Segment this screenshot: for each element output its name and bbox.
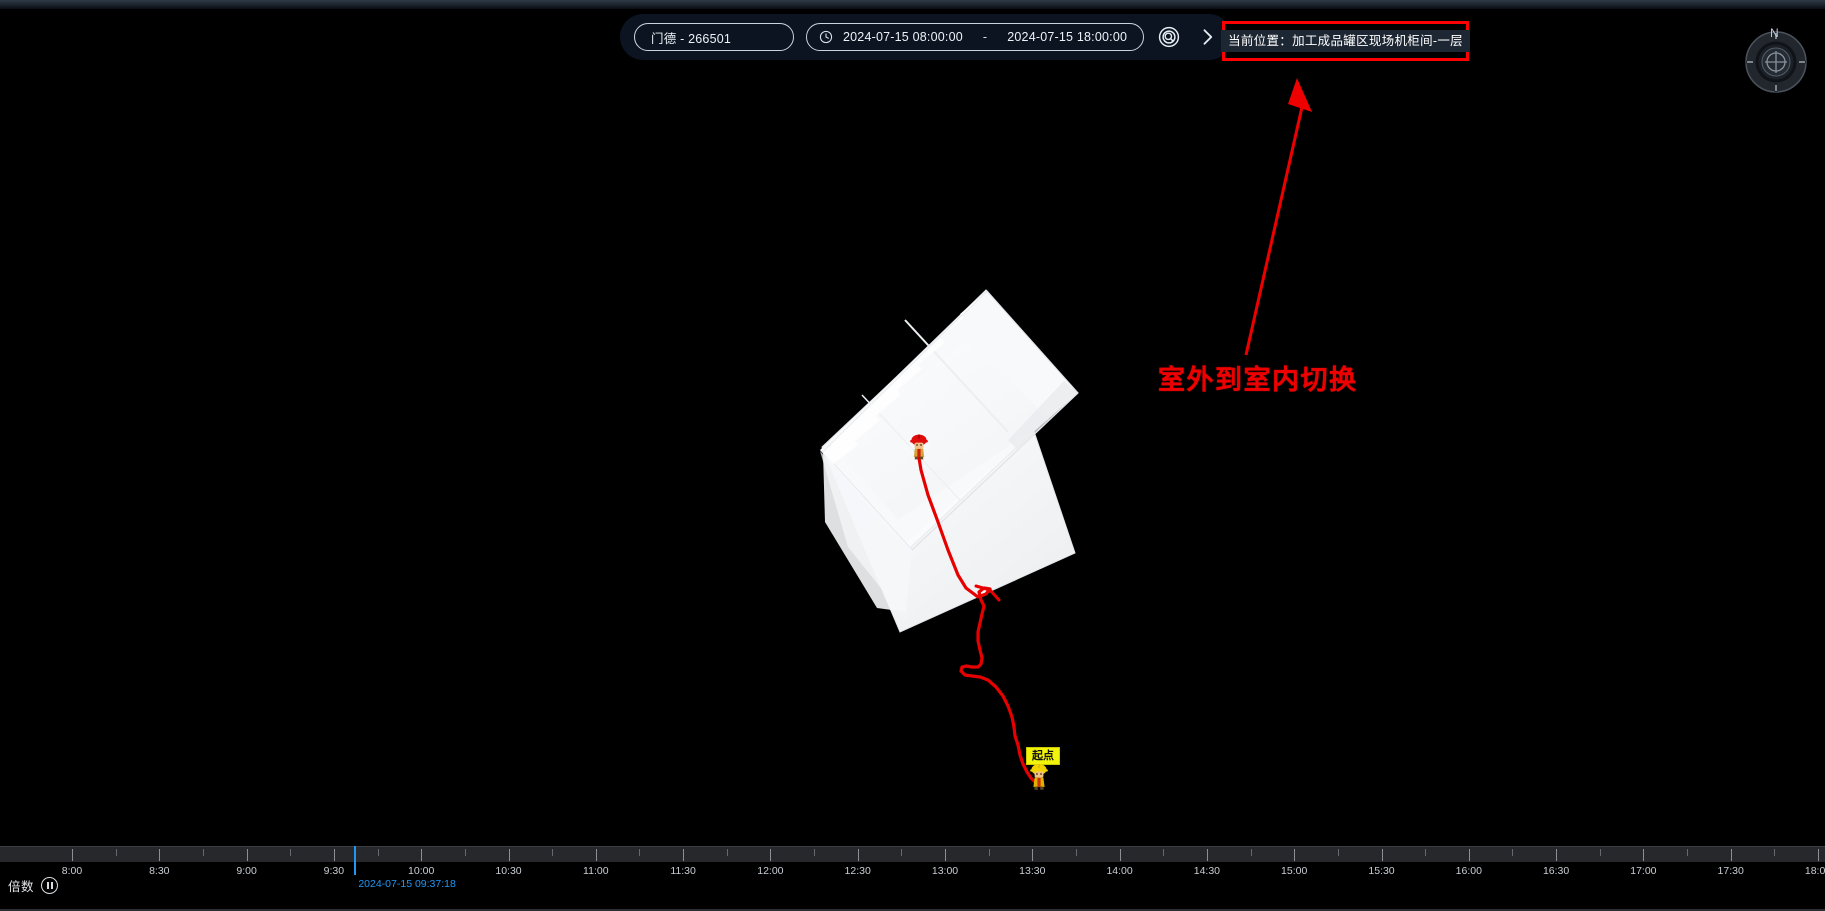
timeline-tick bbox=[72, 849, 73, 861]
timeline-tick-minor bbox=[988, 849, 990, 856]
timeline-bottom-rule bbox=[0, 909, 1825, 911]
timeline-tick bbox=[770, 849, 772, 861]
timeline-tick bbox=[857, 849, 859, 861]
timeline-tick-minor bbox=[115, 849, 117, 856]
window-top-strip bbox=[0, 0, 1825, 9]
annotation-arrow bbox=[1244, 78, 1312, 356]
timeline-controls: 倍数 bbox=[8, 876, 59, 895]
chevron-right-icon[interactable] bbox=[1194, 24, 1220, 50]
timeline-tick-label: 14:30 bbox=[1193, 865, 1221, 877]
timeline-tick-label: 10:00 bbox=[408, 865, 435, 877]
trajectory-path[interactable] bbox=[916, 450, 1040, 786]
timeline-ruler[interactable] bbox=[0, 846, 1825, 862]
target-search-icon[interactable] bbox=[1156, 24, 1182, 50]
timeline-tick bbox=[1643, 849, 1645, 861]
timeline-tick-label: 14:00 bbox=[1106, 865, 1133, 877]
range-end-value: 2024-07-15 18:00:00 bbox=[1007, 30, 1128, 44]
timeline-tick-minor bbox=[1774, 849, 1776, 856]
timeline-tick-label: 15:30 bbox=[1368, 865, 1395, 877]
timeline-tick bbox=[508, 849, 510, 861]
timeline-tick bbox=[1730, 849, 1732, 861]
timeline-tick-minor bbox=[726, 849, 728, 856]
compass-north-label: N bbox=[1770, 26, 1779, 40]
current-location-badge: 当前位置：加工成品罐区现场机柜间-一层 bbox=[1221, 21, 1470, 61]
timeline-tick-label: 16:00 bbox=[1455, 865, 1482, 877]
timeline-tick bbox=[1206, 849, 1208, 861]
timeline-tick-minor bbox=[552, 849, 554, 856]
timeline-tick bbox=[683, 849, 685, 861]
start-point-label: 起点 bbox=[1026, 747, 1060, 765]
timeline-tick-minor bbox=[1425, 849, 1427, 856]
time-range-picker[interactable]: 2024-07-15 08:00:00 - 2024-07-15 18:00:0… bbox=[806, 23, 1145, 51]
timeline-tick bbox=[1294, 849, 1296, 861]
timeline-tick-label: 12:30 bbox=[844, 865, 871, 877]
timeline-tick-minor bbox=[814, 849, 816, 856]
timeline-tick-minor bbox=[1075, 849, 1077, 856]
timeline-tick-label: 16:30 bbox=[1542, 865, 1570, 877]
compass-rose-icon[interactable] bbox=[1744, 30, 1808, 94]
range-separator: - bbox=[982, 30, 988, 44]
clock-icon bbox=[819, 30, 833, 44]
timeline-tick-minor bbox=[1512, 849, 1514, 856]
timeline-tick-label: 13:30 bbox=[1019, 865, 1046, 877]
timeline-tick bbox=[1556, 849, 1558, 861]
device-selector-pill[interactable]: 门德 - 266501 bbox=[634, 23, 794, 51]
timeline-tick-minor bbox=[377, 849, 379, 856]
worker-yellow-helmet-icon[interactable] bbox=[1028, 762, 1050, 790]
timeline-tick-minor bbox=[639, 849, 641, 856]
device-selector-label: 门德 - 266501 bbox=[651, 31, 732, 46]
timeline-tick-label: 11:30 bbox=[670, 865, 696, 877]
timeline-tick-label: 17:30 bbox=[1717, 865, 1744, 877]
timeline-tick-minor bbox=[1163, 849, 1165, 856]
timeline-tick-minor bbox=[901, 849, 903, 856]
timeline-tick bbox=[945, 849, 946, 861]
playback-speed-label[interactable]: 倍数 bbox=[8, 880, 35, 894]
timeline-tick bbox=[421, 849, 423, 861]
timeline-tick-minor bbox=[1337, 849, 1339, 856]
worker-red-helmet-icon[interactable] bbox=[908, 433, 930, 461]
timeline-tick bbox=[1381, 849, 1383, 861]
timeline-playhead[interactable] bbox=[354, 846, 357, 875]
pause-icon[interactable] bbox=[41, 877, 59, 894]
timeline-tick-label: 18:00 bbox=[1804, 865, 1825, 877]
timeline-tick-minor bbox=[202, 849, 204, 856]
timeline-tick-label: 8:00 bbox=[61, 865, 83, 877]
timeline-tick-label: 15:00 bbox=[1281, 865, 1308, 877]
timeline-tick-label: 11:00 bbox=[583, 865, 609, 877]
current-location-text: 当前位置：加工成品罐区现场机柜间-一层 bbox=[1221, 30, 1470, 52]
timeline-tick-label: 9:30 bbox=[323, 865, 345, 877]
timeline-tick bbox=[1032, 849, 1034, 861]
top-toolbar: 门德 - 266501 2024-07-15 08:00:00 - 2024-0… bbox=[620, 14, 1233, 60]
timeline-tick-label: 9:00 bbox=[236, 865, 257, 877]
timeline-tick bbox=[1468, 849, 1470, 861]
timeline-tick-minor bbox=[464, 849, 466, 856]
timeline-tick-minor bbox=[1599, 849, 1601, 856]
timeline-tick bbox=[246, 849, 248, 861]
timeline-tick bbox=[333, 849, 335, 861]
timeline-tick-label: 12:00 bbox=[757, 865, 784, 877]
timeline-tick-minor bbox=[1250, 849, 1252, 856]
timeline-tick bbox=[1119, 849, 1121, 861]
timeline-tick-label: 8:30 bbox=[149, 865, 170, 877]
timeline-tick-label: 17:00 bbox=[1630, 865, 1657, 877]
timeline-playhead-time: 2024-07-15 09:37:18 bbox=[358, 878, 456, 890]
timeline-tick bbox=[1818, 849, 1819, 861]
timeline-tick-label: 13:00 bbox=[931, 865, 959, 877]
range-start-value: 2024-07-15 08:00:00 bbox=[843, 30, 963, 44]
timeline-tick-label: 10:30 bbox=[495, 865, 522, 877]
timeline-tick-minor bbox=[290, 849, 292, 856]
timeline-bar[interactable]: 8:00 8:30 9:00 9:30 10:00 10:30 11:00 11:30 12:0… bbox=[0, 846, 1825, 911]
timeline-tick bbox=[595, 849, 597, 861]
timeline-tick bbox=[159, 849, 161, 861]
building-floorplan[interactable] bbox=[820, 289, 1079, 633]
timeline-tick-minor bbox=[1687, 849, 1689, 856]
annotation-label: 室外到室内切换 bbox=[1158, 365, 1358, 395]
